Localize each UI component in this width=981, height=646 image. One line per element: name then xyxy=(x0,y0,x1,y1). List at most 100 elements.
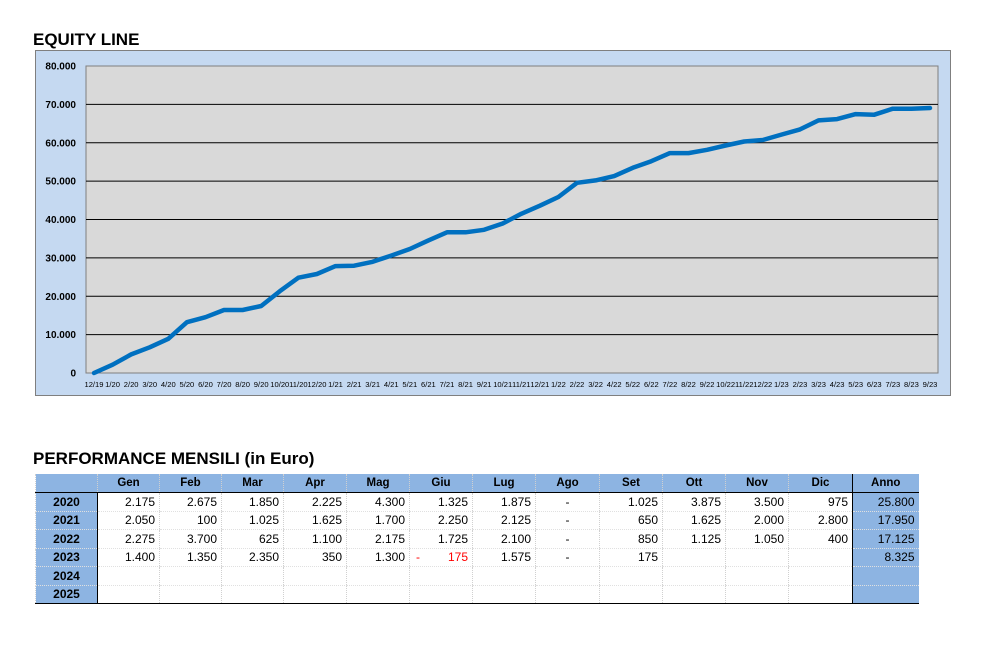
x-tick-label: 4/23 xyxy=(830,380,845,389)
table-row: 2024 xyxy=(35,566,919,586)
month-value-cell: 1.100 xyxy=(283,529,347,549)
month-value-cell xyxy=(599,585,663,604)
table-row: 2020 2.175 2.675 1.850 2.225 4.300 1.325 1.875-… xyxy=(35,492,919,512)
x-tick-label: 5/20 xyxy=(179,380,194,389)
table-row: 2022 2.275 3.700 625 1.100 2.175 1.725 2.100-85… xyxy=(35,529,919,549)
month-value-cell xyxy=(159,585,222,604)
month-value-cell: - xyxy=(535,548,600,567)
month-value-cell: 3.875 xyxy=(662,492,726,512)
month-value-cell: 1.700 xyxy=(346,511,410,530)
month-value-cell: 100 xyxy=(159,511,222,530)
month-value-cell: 1.300 xyxy=(346,548,410,567)
month-value-cell: 1.050 xyxy=(725,529,789,549)
x-tick-label: 4/20 xyxy=(161,380,176,389)
year-total-cell: 8.325 xyxy=(852,548,919,567)
year-label: 2022 xyxy=(35,529,98,549)
month-value-cell: 1.350 xyxy=(159,548,222,567)
month-value-cell: 2.100 xyxy=(472,529,536,549)
header-month: Dic xyxy=(788,474,853,493)
month-value-cell: 175 xyxy=(599,548,663,567)
month-value-cell: 2.175 xyxy=(97,492,160,512)
x-tick-label: 11/22 xyxy=(735,380,753,389)
header-month: Apr xyxy=(283,474,347,493)
month-value-cell xyxy=(662,548,726,567)
month-value-cell xyxy=(472,585,536,604)
month-value-cell xyxy=(472,566,536,586)
month-value-cell: 1.575 xyxy=(472,548,536,567)
equity-series-line xyxy=(91,105,933,376)
month-value-cell xyxy=(725,548,789,567)
month-value-cell xyxy=(725,585,789,604)
header-month: Gen xyxy=(97,474,160,493)
x-tick-label: 1/23 xyxy=(774,380,789,389)
y-tick-label: 10.000 xyxy=(45,330,76,341)
table-row: 2021 2.050 100 1.025 1.625 1.700 2.250 2.125-65… xyxy=(35,511,919,530)
x-tick-label: 12/21 xyxy=(530,380,549,389)
negative-value: 175 xyxy=(447,550,468,565)
month-value-cell: 1.025 xyxy=(221,511,284,530)
month-value-cell xyxy=(221,566,284,586)
y-tick-label: 20.000 xyxy=(45,292,76,303)
x-tick-label: 3/21 xyxy=(365,380,380,389)
year-total-cell: 17.125 xyxy=(852,529,919,549)
month-value-cell: 1.850 xyxy=(221,492,284,512)
month-value-cell: 1.125 xyxy=(662,529,726,549)
table-header-row: Gen Feb Mar Apr Mag Giu Lug Ago Set Ott Nov Dic Anno xyxy=(35,474,919,493)
month-value-cell: 2.125 xyxy=(472,511,536,530)
month-value-cell: 1.625 xyxy=(283,511,347,530)
month-value-cell xyxy=(599,566,663,586)
y-tick-label: 50.000 xyxy=(45,177,76,188)
year-total-cell xyxy=(852,585,919,604)
x-tick-label: 9/21 xyxy=(477,380,492,389)
x-tick-label: 3/20 xyxy=(142,380,157,389)
month-value-cell: - xyxy=(535,529,600,549)
x-tick-label: 10/20 xyxy=(270,380,289,389)
x-tick-label: 1/21 xyxy=(328,380,343,389)
x-tick-label: 4/22 xyxy=(607,380,622,389)
y-tick-label: 70.000 xyxy=(45,100,76,111)
header-month: Mag xyxy=(346,474,410,493)
x-tick-label: 6/23 xyxy=(867,380,882,389)
x-tick-label: 7/21 xyxy=(440,380,455,389)
month-value-cell xyxy=(97,566,160,586)
month-value-cell xyxy=(788,566,853,586)
y-tick-label: 40.000 xyxy=(45,215,76,226)
month-value-cell: 1.025 xyxy=(599,492,663,512)
negative-sign: - xyxy=(416,550,420,565)
x-tick-label: 2/23 xyxy=(793,380,808,389)
month-value-cell: 2.175 xyxy=(346,529,410,549)
x-tick-label: 8/22 xyxy=(681,380,696,389)
month-value-cell: - xyxy=(535,492,600,512)
x-tick-label: 9/23 xyxy=(923,380,938,389)
x-tick-label: 3/23 xyxy=(811,380,826,389)
x-tick-label: 10/22 xyxy=(716,380,735,389)
month-value-cell: 975 xyxy=(788,492,853,512)
x-tick-label: 1/22 xyxy=(551,380,566,389)
x-tick-label: 7/20 xyxy=(217,380,232,389)
month-value-cell xyxy=(535,585,600,604)
month-value-cell: 3.500 xyxy=(725,492,789,512)
header-month: Lug xyxy=(472,474,536,493)
x-tick-label: 8/21 xyxy=(458,380,473,389)
x-tick-label: 6/21 xyxy=(421,380,436,389)
x-tick-label: 4/21 xyxy=(384,380,399,389)
month-value-cell xyxy=(283,585,347,604)
month-value-cell: 1.725 xyxy=(409,529,473,549)
year-label: 2023 xyxy=(35,548,98,567)
performance-table: Gen Feb Mar Apr Mag Giu Lug Ago Set Ott Nov Dic Anno… xyxy=(35,474,919,604)
header-month: Set xyxy=(599,474,663,493)
month-value-cell: - xyxy=(535,511,600,530)
y-tick-label: 30.000 xyxy=(45,253,76,264)
year-label: 2021 xyxy=(35,511,98,530)
year-label: 2024 xyxy=(35,566,98,586)
y-tick-label: 80.000 xyxy=(45,62,76,73)
x-tick-label: 2/20 xyxy=(124,380,139,389)
x-tick-label: 12/20 xyxy=(307,380,326,389)
y-tick-label: 0 xyxy=(70,369,76,380)
x-tick-label: 7/22 xyxy=(663,380,678,389)
month-value-cell: 625 xyxy=(221,529,284,549)
month-value-cell xyxy=(346,566,410,586)
month-value-cell xyxy=(662,585,726,604)
month-value-cell xyxy=(221,585,284,604)
month-value-cell xyxy=(283,566,347,586)
